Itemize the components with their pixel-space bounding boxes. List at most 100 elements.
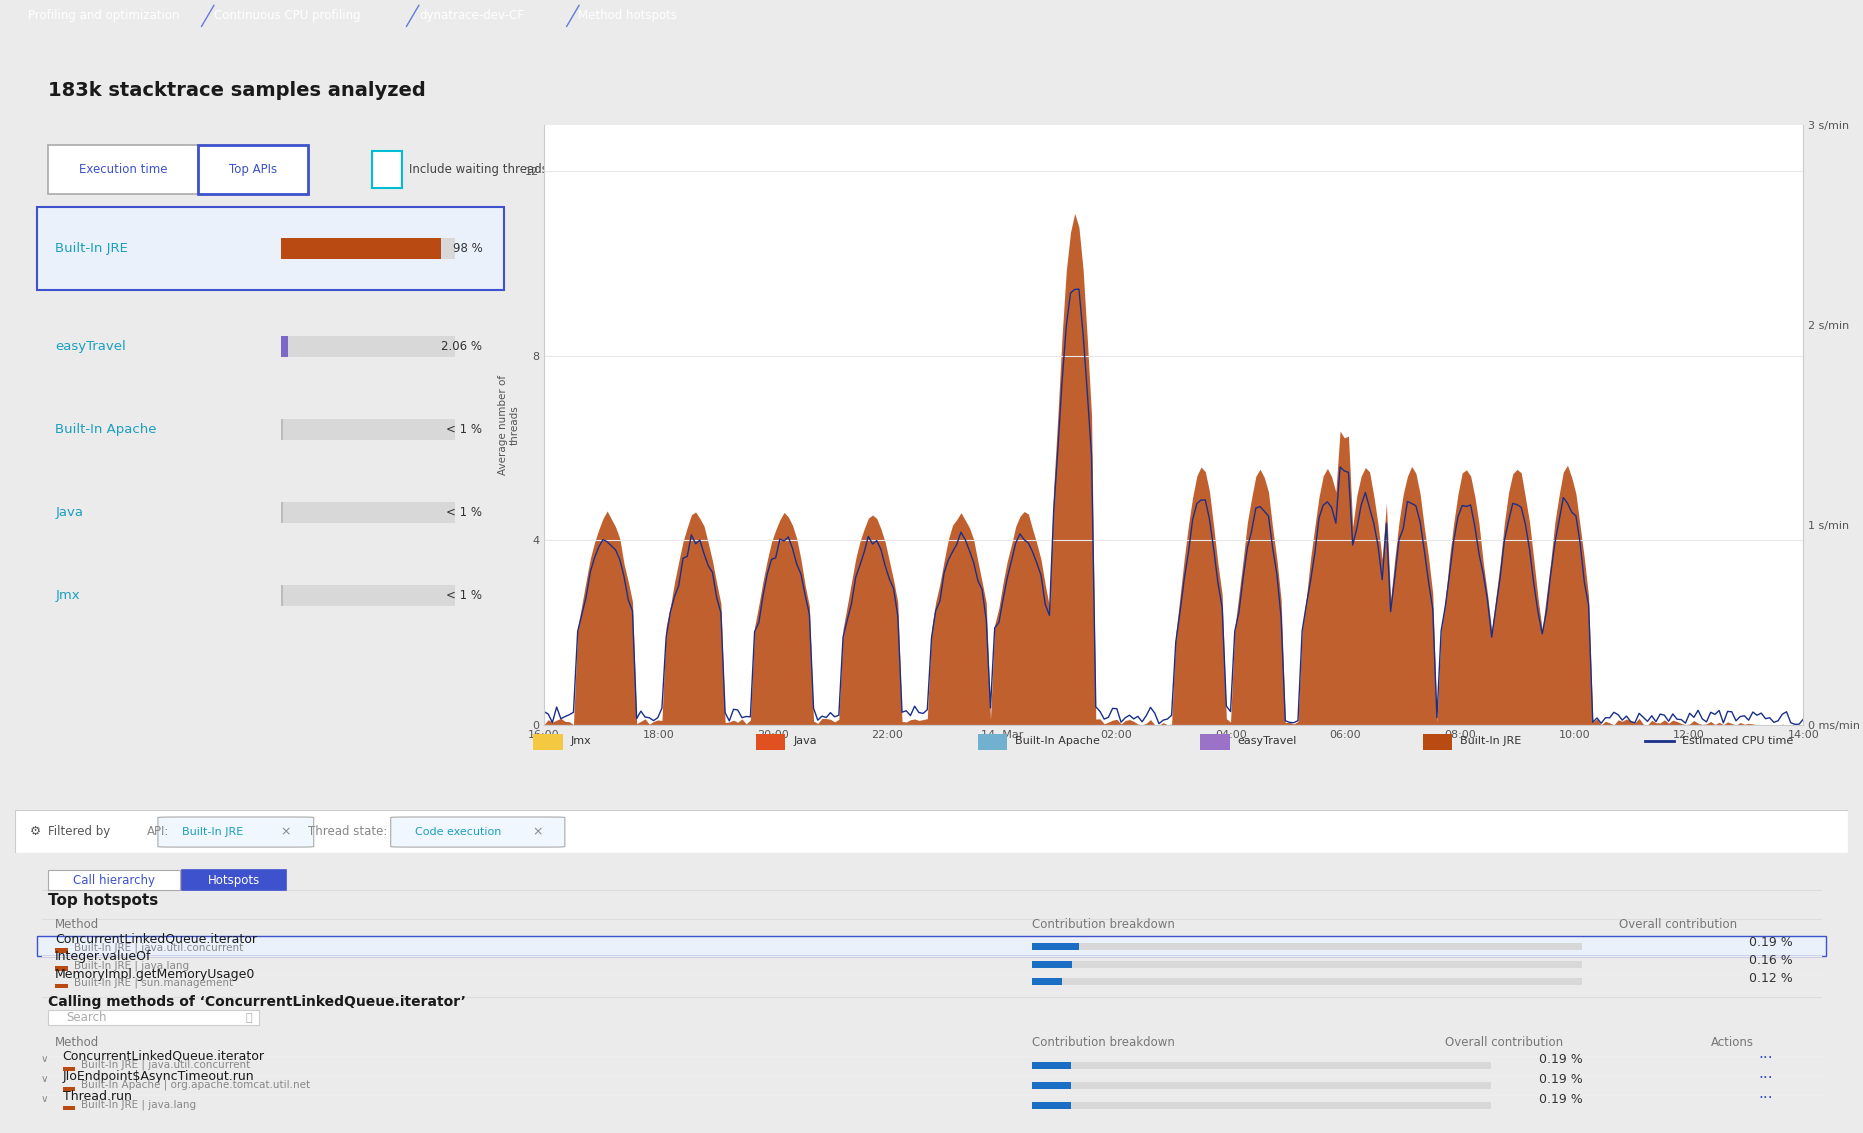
Text: 0.19 %: 0.19 % xyxy=(1539,1073,1582,1087)
FancyBboxPatch shape xyxy=(37,207,505,290)
Bar xyxy=(1032,1082,1071,1089)
Bar xyxy=(281,502,283,523)
Bar xyxy=(533,733,563,750)
Text: ∨: ∨ xyxy=(41,1074,48,1084)
Text: Built-In JRE: Built-In JRE xyxy=(183,827,242,836)
Text: Hotspots: Hotspots xyxy=(209,874,261,886)
Text: Continuous CPU profiling: Continuous CPU profiling xyxy=(214,9,361,23)
Text: 0.19 %: 0.19 % xyxy=(1539,1054,1582,1066)
Text: Built-In JRE: Built-In JRE xyxy=(1461,736,1522,746)
Text: Top hotspots: Top hotspots xyxy=(48,893,158,908)
Bar xyxy=(1032,1082,1490,1089)
Text: Java: Java xyxy=(56,506,84,519)
Text: Built-In JRE | sun.management: Built-In JRE | sun.management xyxy=(73,978,233,988)
Bar xyxy=(373,151,402,188)
Text: easyTravel: easyTravel xyxy=(56,340,127,353)
Bar xyxy=(63,1066,75,1071)
Text: Estimated CPU time: Estimated CPU time xyxy=(1682,736,1794,746)
Text: ···: ··· xyxy=(1759,1051,1774,1066)
Text: ConcurrentLinkedQueue.iterator: ConcurrentLinkedQueue.iterator xyxy=(56,932,257,945)
Text: Overall contribution: Overall contribution xyxy=(1619,918,1736,931)
Bar xyxy=(1032,1062,1490,1068)
Bar xyxy=(56,948,69,953)
Y-axis label: Average number of
threads: Average number of threads xyxy=(497,375,520,475)
Bar xyxy=(281,419,455,440)
Text: ConcurrentLinkedQueue.iterator: ConcurrentLinkedQueue.iterator xyxy=(63,1050,265,1063)
Text: ×: × xyxy=(281,825,291,838)
Text: Call hierarchy: Call hierarchy xyxy=(73,874,155,886)
Bar xyxy=(63,1106,75,1110)
Bar xyxy=(1032,1062,1071,1068)
Text: MemoryImpl.getMemoryUsage0: MemoryImpl.getMemoryUsage0 xyxy=(56,968,255,981)
Text: < 1 %: < 1 % xyxy=(447,423,483,436)
Text: Built-In JRE | java.util.concurrent: Built-In JRE | java.util.concurrent xyxy=(73,943,242,953)
Bar xyxy=(63,1087,75,1091)
Text: 98 %: 98 % xyxy=(453,242,483,255)
Text: Search: Search xyxy=(67,1011,106,1024)
Text: Method hotspots: Method hotspots xyxy=(578,9,676,23)
FancyBboxPatch shape xyxy=(391,817,564,847)
Text: Built-In JRE | java.lang: Built-In JRE | java.lang xyxy=(80,1099,196,1110)
Text: ···: ··· xyxy=(1759,1072,1774,1087)
Bar xyxy=(281,419,283,440)
Text: Integer.valueOf: Integer.valueOf xyxy=(56,951,151,963)
Text: 🔍: 🔍 xyxy=(246,1013,253,1023)
Text: ···: ··· xyxy=(1759,1091,1774,1106)
Text: Built-In Apache | org.apache.tomcat.util.net: Built-In Apache | org.apache.tomcat.util… xyxy=(80,1080,309,1090)
Text: 0.12 %: 0.12 % xyxy=(1749,972,1792,985)
Bar xyxy=(1032,1102,1071,1108)
Text: Thread state:: Thread state: xyxy=(307,825,388,838)
Text: API:: API: xyxy=(147,825,170,838)
Text: Java: Java xyxy=(794,736,816,746)
FancyBboxPatch shape xyxy=(48,870,181,889)
Text: Built-In Apache: Built-In Apache xyxy=(56,423,156,436)
Text: 0.16 %: 0.16 % xyxy=(1749,954,1792,968)
Bar xyxy=(1032,978,1062,986)
Text: 2.06 %: 2.06 % xyxy=(442,340,483,353)
Bar xyxy=(56,966,69,971)
Text: Method: Method xyxy=(56,1036,99,1049)
Text: Execution time: Execution time xyxy=(78,163,168,176)
FancyBboxPatch shape xyxy=(183,870,287,889)
Text: Jmx: Jmx xyxy=(570,736,592,746)
Bar xyxy=(281,502,455,523)
Text: Thread.run: Thread.run xyxy=(63,1090,132,1102)
FancyBboxPatch shape xyxy=(48,145,197,194)
FancyBboxPatch shape xyxy=(48,1010,259,1025)
Text: ∨: ∨ xyxy=(41,1094,48,1105)
Text: Code execution: Code execution xyxy=(415,827,501,836)
Text: 183k stacktrace samples analyzed: 183k stacktrace samples analyzed xyxy=(48,82,425,100)
Text: ⚙: ⚙ xyxy=(30,825,41,838)
Text: dynatrace-dev-CF: dynatrace-dev-CF xyxy=(419,9,524,23)
Text: Built-In Apache: Built-In Apache xyxy=(1015,736,1101,746)
Bar xyxy=(56,983,69,988)
Bar xyxy=(1423,733,1451,750)
Text: ×: × xyxy=(531,825,542,838)
Text: Filtered by: Filtered by xyxy=(48,825,110,838)
Text: Profiling and optimization: Profiling and optimization xyxy=(28,9,179,23)
Text: Actions: Actions xyxy=(1710,1036,1753,1049)
Text: Contribution breakdown: Contribution breakdown xyxy=(1032,918,1176,931)
Text: Overall contribution: Overall contribution xyxy=(1446,1036,1563,1049)
Text: Method: Method xyxy=(56,918,99,931)
Text: Include waiting threads: Include waiting threads xyxy=(410,163,548,176)
Bar xyxy=(281,337,455,357)
Bar xyxy=(281,585,283,606)
Bar xyxy=(1032,943,1582,949)
Text: ∨: ∨ xyxy=(41,1055,48,1064)
Bar xyxy=(1200,733,1230,750)
Bar xyxy=(1032,943,1079,949)
Bar xyxy=(281,585,455,606)
Text: Contribution breakdown: Contribution breakdown xyxy=(1032,1036,1176,1049)
Text: < 1 %: < 1 % xyxy=(447,506,483,519)
Bar xyxy=(1032,961,1071,968)
Bar xyxy=(281,238,455,259)
Text: 0.19 %: 0.19 % xyxy=(1539,1093,1582,1106)
Text: Jmx: Jmx xyxy=(56,589,80,602)
Text: Built-In JRE: Built-In JRE xyxy=(56,242,129,255)
Bar xyxy=(1032,1102,1490,1108)
Bar xyxy=(978,733,1008,750)
Bar xyxy=(1032,961,1582,968)
Text: JIoEndpoint$AsyncTimeout.run: JIoEndpoint$AsyncTimeout.run xyxy=(63,1070,253,1083)
Bar xyxy=(281,337,287,357)
